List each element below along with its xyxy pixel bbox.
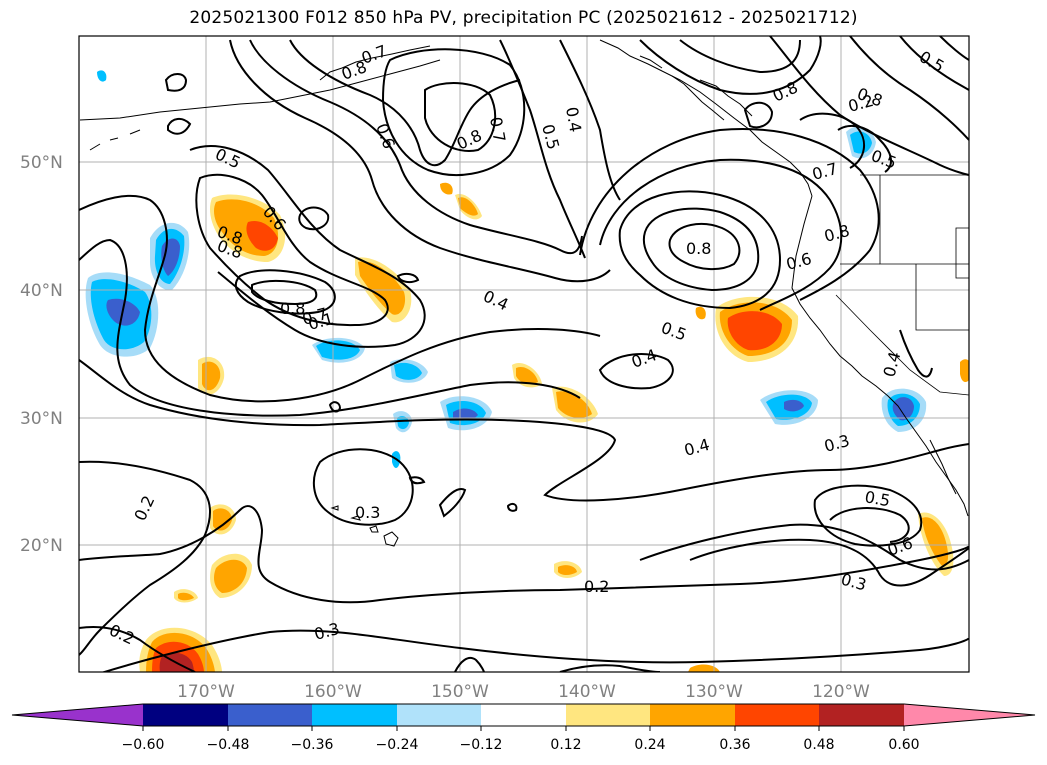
graticule	[79, 36, 969, 672]
colorbar-extend-right	[904, 704, 1035, 726]
precip-negative-area	[394, 362, 422, 380]
precip-positive-area	[214, 559, 247, 593]
coastlines	[79, 39, 969, 547]
contour-label: 0.3	[355, 503, 380, 522]
colorbar-segment	[735, 704, 819, 726]
contour-label: 0.8	[280, 299, 305, 318]
colorbar-tick-label: −0.60	[122, 737, 165, 753]
precip-positive-area	[202, 361, 221, 391]
colorbar-segment	[143, 704, 228, 726]
colorbar: −0.60 −0.48 −0.36 −0.24 −0.12 0.12 0.24 …	[11, 703, 1036, 753]
longitude-labels: 170°W 160°W 150°W 140°W 130°W 120°W	[177, 682, 870, 702]
precip-negative-area	[397, 416, 409, 430]
pv-contours	[79, 36, 969, 672]
colorbar-tick-label: 0.24	[634, 737, 665, 753]
precip-negative-area	[892, 397, 914, 421]
lon-tick-label: 160°W	[304, 682, 362, 702]
precip-positive-area	[695, 306, 706, 320]
precip-positive-area	[178, 592, 194, 601]
precip-positive-area	[558, 565, 577, 575]
contour-label: 0.2	[584, 577, 609, 596]
lon-tick-label: 150°W	[431, 682, 489, 702]
colorbar-segment	[566, 704, 650, 726]
colorbar-segment	[819, 704, 904, 726]
contour-label: 0.8	[686, 239, 711, 258]
colorbar-tick-label: 0.48	[803, 737, 834, 753]
colorbar-tick-label: −0.24	[376, 737, 419, 753]
lat-tick-label: 20°N	[20, 536, 63, 556]
map-frame	[78, 35, 970, 673]
contour-label: 0.5	[863, 487, 891, 510]
latitude-labels: 50°N 40°N 30°N 20°N	[20, 153, 63, 556]
contour-label: 0.7	[486, 115, 509, 143]
contour-label: 0.4	[562, 105, 585, 133]
lat-tick-label: 40°N	[20, 281, 63, 301]
precip-positive-area	[440, 182, 453, 195]
colorbar-tick-label: 0.12	[550, 737, 581, 753]
precip-positive-area	[458, 197, 478, 216]
colorbar-segment	[312, 704, 397, 726]
colorbar-tick-label: −0.48	[207, 737, 250, 753]
precip-positive-area	[358, 261, 406, 315]
map-title: 2025021300 F012 850 hPa PV, precipitatio…	[189, 8, 858, 28]
precip-positive-area	[727, 311, 782, 351]
precip-positive-area	[556, 391, 592, 418]
colorbar-segment	[481, 704, 566, 726]
lon-tick-label: 130°W	[685, 682, 743, 702]
colorbar-tick-label: 0.60	[888, 737, 919, 753]
colorbar-tick-label: 0.36	[719, 737, 750, 753]
precip-negative-area	[453, 408, 478, 421]
colorbar-segment	[397, 704, 481, 726]
colorbar-segment	[228, 704, 312, 726]
lon-tick-label: 140°W	[558, 682, 616, 702]
lat-tick-label: 50°N	[20, 153, 63, 173]
precip-positive-area	[922, 517, 949, 566]
precip-negative-area	[97, 70, 107, 82]
lon-tick-label: 120°W	[812, 682, 870, 702]
precip-positive-area	[213, 508, 232, 531]
precip-negative-area	[850, 131, 872, 154]
colorbar-tick-label: −0.12	[460, 737, 503, 753]
precip-positive-area	[516, 366, 538, 384]
colorbar-tick-label: −0.36	[291, 737, 334, 753]
precip-positive-area	[246, 220, 278, 251]
precip-positive-area	[960, 359, 969, 382]
precip-positive-area	[688, 664, 720, 672]
lat-tick-label: 30°N	[20, 409, 63, 429]
colorbar-extend-left	[12, 704, 143, 726]
precip-negative-area	[784, 399, 804, 412]
lon-tick-label: 170°W	[177, 682, 235, 702]
colorbar-segment	[650, 704, 735, 726]
